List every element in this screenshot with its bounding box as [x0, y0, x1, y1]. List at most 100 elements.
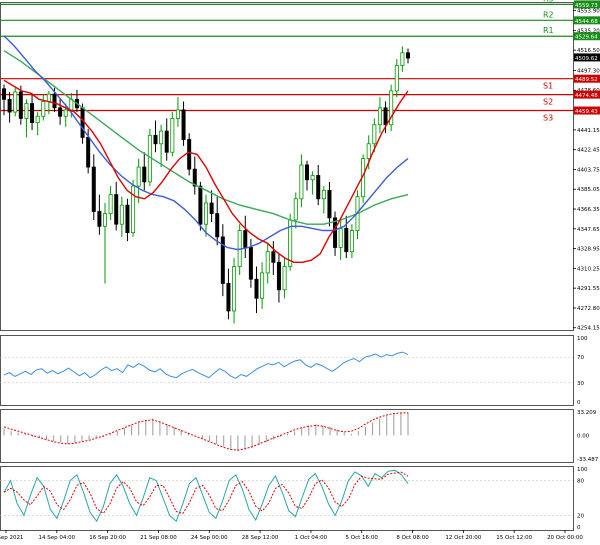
- candle-body: [338, 228, 343, 248]
- candle-body: [232, 266, 237, 312]
- pivot-level-box: [574, 74, 600, 83]
- candle-body: [164, 130, 169, 153]
- osc-signal-line: [3, 412, 408, 451]
- stoch-tick-label: 0: [577, 525, 581, 531]
- pivot-level-value: 4559.73: [575, 3, 598, 9]
- candle-body: [159, 130, 164, 145]
- candle-body: [136, 166, 141, 187]
- x-tick-label: 14 Sep 04:00: [38, 535, 75, 541]
- candle-body: [103, 213, 108, 227]
- candle-body: [41, 101, 46, 117]
- candle-body: [400, 52, 405, 66]
- pivot-level-label: S1: [543, 82, 553, 91]
- stoch-tick-label: 100: [577, 467, 588, 473]
- panel-frame: [0, 335, 574, 406]
- candle-body: [153, 134, 158, 145]
- x-tick-label: 1 Oct 04:00: [295, 535, 328, 541]
- x-tick-label: 15 Oct 12:00: [496, 535, 532, 541]
- pivot-level-value: 4544.68: [575, 19, 598, 25]
- candle-body: [243, 230, 248, 248]
- candle-body: [265, 251, 270, 274]
- ma-red-line: [3, 79, 409, 263]
- price-tick-label: 4553.90: [577, 9, 600, 15]
- price-tick-label: 4516.50: [577, 48, 600, 54]
- stoch-k-line: [3, 469, 409, 523]
- candle-body: [333, 217, 338, 248]
- candle-body: [254, 278, 259, 299]
- candle-body: [349, 230, 354, 253]
- candle-body: [248, 247, 253, 280]
- candle-body: [24, 103, 29, 119]
- candle-body: [13, 91, 18, 113]
- candle-body: [175, 109, 180, 119]
- pivot-level-label: R2: [543, 10, 554, 19]
- panel-frame: [0, 466, 574, 531]
- candle-body: [372, 124, 377, 145]
- price-tick-label: 4441.15: [577, 128, 600, 134]
- candle-body: [170, 117, 175, 153]
- candle-body: [304, 164, 309, 181]
- candle-body: [394, 65, 399, 92]
- price-tick-label: 4291.55: [577, 286, 600, 292]
- price-tick-label: 4254.15: [577, 326, 600, 332]
- panel-frame: [0, 2, 574, 331]
- candle-body: [30, 103, 35, 124]
- rsi-line: [3, 351, 409, 379]
- candle-body: [282, 266, 287, 291]
- candle-body: [131, 185, 136, 234]
- x-tick-label: 5 Oct 16:00: [346, 535, 379, 541]
- price-tick-label: 4272.80: [577, 306, 600, 312]
- candle-body: [2, 88, 7, 100]
- candle-body: [18, 91, 23, 119]
- candle-body: [119, 204, 124, 225]
- rsi-tick-label: 0: [577, 400, 581, 406]
- ma-blue-line: [3, 35, 409, 251]
- candle-body: [366, 143, 371, 159]
- x-tick-label: 20 Oct 00:00: [547, 535, 583, 541]
- pivot-level-label: S2: [543, 98, 553, 107]
- pivot-level-value: 4459.43: [575, 109, 598, 115]
- candle-body: [35, 115, 40, 124]
- pivot-level-box: [574, 0, 600, 9]
- candle-body: [58, 107, 63, 117]
- candle-body: [114, 194, 119, 225]
- price-tick-label: 4347.65: [577, 227, 600, 233]
- candle-body: [220, 236, 225, 284]
- stoch-tick-label: 80: [577, 479, 584, 485]
- x-tick-label: 28 Sep 12:00: [242, 535, 279, 541]
- stoch-signal-line: [3, 471, 409, 515]
- pivot-level-value: 4474.48: [575, 93, 598, 99]
- candle-body: [383, 107, 388, 126]
- price-tick-label: 4366.35: [577, 207, 600, 213]
- rsi-tick-label: 100: [577, 336, 588, 342]
- candle-body: [203, 202, 208, 225]
- osc-tick-label: -33.487: [577, 457, 599, 463]
- candle-body: [389, 90, 394, 126]
- candle-body: [80, 107, 85, 138]
- pivot-level-box: [574, 32, 600, 41]
- price-tick-label: 4403.75: [577, 167, 600, 173]
- ma-green-line: [3, 50, 409, 225]
- pivot-level-value: 4489.52: [575, 77, 598, 83]
- candle-body: [192, 168, 197, 187]
- pivot-level-label: R1: [543, 26, 554, 35]
- candle-body: [293, 198, 298, 221]
- candle-body: [46, 93, 51, 102]
- price-tick-label: 4422.45: [577, 148, 600, 154]
- candle-body: [316, 175, 321, 200]
- osc-tick-label: 0.00: [577, 433, 590, 439]
- rsi-tick-label: 70: [577, 355, 584, 361]
- candle-body: [91, 166, 96, 212]
- x-tick-label: 8 Oct 08:00: [396, 535, 429, 541]
- candle-body: [226, 283, 231, 312]
- x-tick-label: 16 Sep 20:00: [89, 535, 126, 541]
- price-tick-label: 4328.95: [577, 247, 600, 253]
- candle-body: [63, 109, 68, 117]
- pivot-level-value: 4529.64: [575, 35, 598, 41]
- osc-tick-label: 33.209: [577, 410, 597, 416]
- candle-body: [142, 166, 147, 183]
- current-price-box: [574, 53, 600, 62]
- pivot-level-box: [574, 106, 600, 115]
- candle-body: [405, 52, 410, 59]
